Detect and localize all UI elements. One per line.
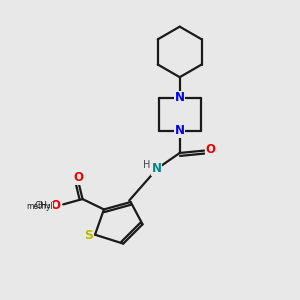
Text: O: O [50,200,60,212]
Text: N: N [175,92,185,104]
Text: S: S [85,229,94,242]
Text: H: H [143,160,151,170]
Text: methyl: methyl [26,202,53,211]
Text: CH₃: CH₃ [35,201,51,210]
Text: N: N [152,162,162,175]
Text: N: N [175,124,185,137]
Text: O: O [74,171,84,184]
Text: O: O [206,143,216,156]
